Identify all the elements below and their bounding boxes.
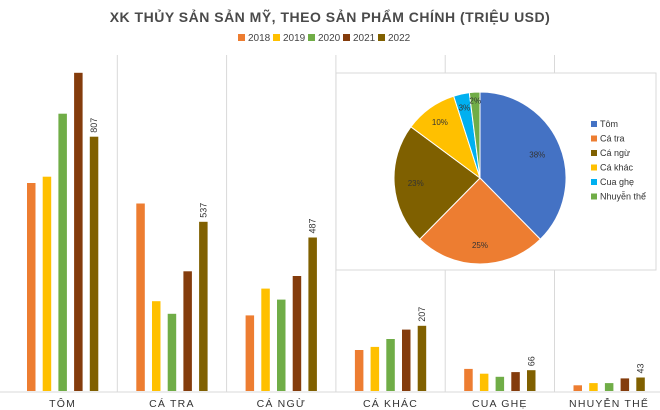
pie-chart: 38% 25% 23% 10% 3%2% Tôm Cá tra Cá ngừ Cá khác Cu… — [335, 72, 657, 271]
bar-ca-tra-2022 — [199, 221, 208, 391]
pie-slice-ca-ngu — [393, 126, 481, 240]
bar-ca-khac-2020 — [386, 339, 395, 391]
pie-legend-label-ca-ngu: Cá ngừ — [600, 148, 630, 158]
bar-series — [27, 72, 645, 392]
pie-label-ca-khac: 10% — [432, 118, 448, 127]
legend-label-2021: 2021 — [353, 33, 376, 44]
pie-legend-swatch-ca-khac — [591, 164, 597, 171]
pie-legend-swatch-ca-ngu — [591, 150, 597, 156]
pie-legend-label-nhuyen-the: Nhuyễn thể — [600, 192, 646, 202]
category-label-ca-tra: CÁ TRA — [149, 397, 195, 410]
data-label-ca-khac: 207 — [417, 307, 427, 322]
bar-ca-khac-2022 — [417, 325, 427, 391]
legend-label-2019: 2019 — [283, 33, 306, 44]
bar-ca-tra-2018 — [136, 203, 145, 391]
legend-swatch-2020 — [308, 34, 315, 41]
pie-slice-ca-tra — [418, 177, 542, 265]
pie-label-nhuyen-the: 2% — [469, 97, 481, 106]
bar-tom-2019 — [42, 176, 52, 391]
pie-label-tom: 38% — [529, 151, 545, 160]
bar-nhuyen-the-2019 — [589, 383, 598, 391]
chart-title: XK THỦY SẢN SẢN MỸ, THEO SẢN PHẨM CHÍNH … — [110, 8, 551, 25]
bar-ca-ngu-2022 — [308, 237, 317, 391]
legend-label-2018: 2018 — [248, 33, 271, 44]
bar-ca-ngu-2018 — [245, 315, 255, 391]
legend-label-2022: 2022 — [388, 33, 411, 44]
category-label-ca-ngu: CÁ NGỪ — [257, 397, 306, 410]
category-label-ca-khac: CÁ KHÁC — [363, 397, 418, 410]
bar-ca-ngu-2021 — [292, 276, 302, 391]
pie-slice-nhuyen-the — [468, 91, 481, 179]
category-label-tom: TÔM — [49, 397, 76, 410]
pie-label-ca-tra: 25% — [472, 241, 488, 250]
bar-tom-2021 — [74, 72, 83, 392]
bar-ca-tra-2021 — [183, 271, 192, 391]
pie-legend-label-cua-ghe: Cua ghẹ — [600, 177, 634, 187]
legend-swatch-2018 — [238, 34, 245, 41]
legend-swatch-2021 — [343, 34, 350, 41]
bar-cua-ghe-2020 — [495, 376, 505, 391]
data-label-tom: 807 — [89, 118, 99, 133]
bar-ca-ngu-2019 — [261, 288, 270, 391]
bar-tom-2018 — [27, 183, 36, 391]
bar-ca-ngu-2020 — [277, 299, 286, 391]
bar-tom-2020 — [58, 113, 67, 391]
bar-tom-2022 — [89, 136, 99, 391]
pie-label-ca-ngu: 23% — [408, 179, 424, 188]
bar-cua-ghe-2019 — [479, 373, 489, 391]
bar-cua-ghe-2022 — [527, 370, 536, 391]
pie-legend-label-tom: Tôm — [600, 119, 618, 129]
bar-nhuyen-the-2018 — [573, 385, 582, 391]
pie-legend-label-ca-khac: Cá khác — [600, 163, 634, 173]
bar-ca-tra-2019 — [152, 301, 161, 391]
data-label-nhuyen-the: 43 — [636, 363, 646, 373]
category-labels: TÔM CÁ TRA CÁ NGỪ CÁ KHÁC CUA GHẸ NHUYỄN THỂ — [49, 397, 649, 410]
bar-legend: 2018 2019 2020 2021 2022 — [238, 33, 411, 44]
pie-legend-swatch-nhuyen-the — [591, 193, 597, 200]
pie-label-cua-ghe: 3% — [459, 104, 471, 113]
bar-ca-khac-2018 — [354, 350, 364, 391]
pie-legend-label-ca-tra: Cá tra — [600, 134, 625, 144]
data-label-cua-ghe: 66 — [526, 356, 536, 366]
bar-nhuyen-the-2021 — [620, 378, 630, 391]
legend-label-2020: 2020 — [318, 33, 341, 44]
legend-swatch-2019 — [273, 34, 280, 41]
bar-cua-ghe-2018 — [464, 368, 473, 391]
bar-data-labels: 807 537 487 207 66 43 — [89, 118, 646, 374]
bar-ca-tra-2020 — [167, 313, 177, 391]
bar-cua-ghe-2021 — [511, 372, 520, 391]
bar-ca-khac-2021 — [402, 329, 411, 391]
category-label-nhuyen-the: NHUYỄN THỂ — [569, 397, 649, 410]
data-label-ca-tra: 537 — [198, 203, 208, 218]
pie-slice-tom — [479, 91, 567, 240]
pie-legend-swatch-ca-tra — [591, 135, 597, 142]
bar-ca-khac-2019 — [370, 346, 380, 391]
bar-nhuyen-the-2020 — [604, 383, 614, 391]
category-label-cua-ghe: CUA GHẸ — [472, 398, 528, 410]
data-label-ca-ngu: 487 — [308, 218, 318, 233]
pie-legend-swatch-cua-ghe — [591, 179, 597, 185]
pie-legend-swatch-tom — [591, 121, 597, 127]
legend-swatch-2022 — [378, 34, 385, 41]
bar-nhuyen-the-2022 — [636, 377, 645, 391]
